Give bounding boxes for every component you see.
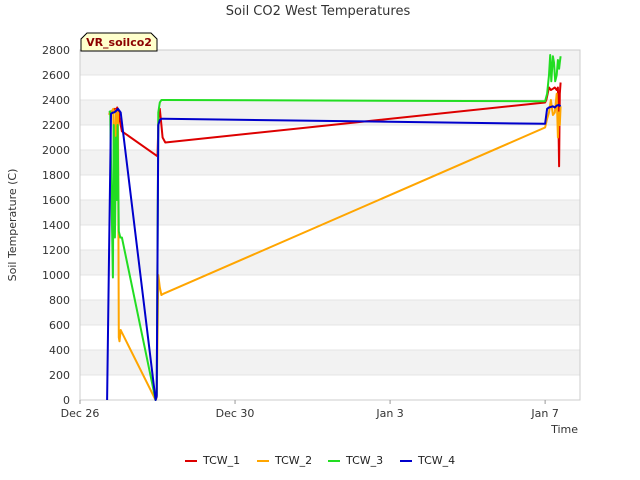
x-tick-label: Dec 26: [61, 407, 100, 420]
y-axis-label: Soil Temperature (C): [6, 169, 19, 282]
legend-label: TCW_1: [202, 454, 240, 467]
gridlines: [80, 49, 580, 401]
series-line-tcw_4: [106, 104, 562, 401]
legend-label: TCW_3: [345, 454, 383, 467]
plot-band: [80, 250, 580, 275]
site-badge-box: [80, 32, 158, 52]
y-tick-label: 200: [49, 369, 70, 382]
y-tick-label: 800: [49, 294, 70, 307]
y-tick-label: 0: [63, 394, 70, 407]
legend-item-tcw_3: TCW_3: [328, 454, 383, 467]
y-tick-label: 1200: [42, 244, 70, 257]
plot-band: [80, 150, 580, 175]
series-line-tcw_3: [108, 54, 562, 401]
y-axis-ticks: 0 200 400 600 800 1000 1200 1400 1600 1800 2000 220…: [42, 44, 70, 407]
x-tick-label: Dec 30: [216, 407, 255, 420]
x-tick-label: Jan 7: [530, 407, 558, 420]
y-tick-label: 2200: [42, 119, 70, 132]
y-tick-label: 600: [49, 319, 70, 332]
plot-band: [80, 350, 580, 375]
x-axis-ticks: Dec 26 Dec 30 Jan 3 Jan 7: [61, 400, 559, 420]
plot-band: [80, 300, 580, 325]
y-tick-label: 1800: [42, 169, 70, 182]
x-axis-label: Time: [550, 423, 578, 436]
y-tick-label: 1000: [42, 269, 70, 282]
y-tick-label: 1600: [42, 194, 70, 207]
legend-label: TCW_4: [417, 454, 455, 467]
legend-item-tcw_4: TCW_4: [400, 454, 455, 467]
y-tick-label: 400: [49, 344, 70, 357]
site-badge: VR_soilco2: [80, 32, 158, 52]
chart-title: Soil CO2 West Temperatures: [226, 4, 411, 19]
plot-bands: [80, 50, 580, 375]
x-tick-label: Jan 3: [375, 407, 403, 420]
series-lines: [106, 54, 562, 401]
site-badge-label: VR_soilco2: [86, 36, 152, 49]
legend-label: TCW_2: [274, 454, 312, 467]
y-tick-label: 2400: [42, 94, 70, 107]
y-tick-label: 1400: [42, 219, 70, 232]
legend-item-tcw_1: TCW_1: [185, 454, 240, 467]
plot-band: [80, 50, 580, 75]
y-tick-label: 2000: [42, 144, 70, 157]
y-tick-label: 2800: [42, 44, 70, 57]
legend-item-tcw_2: TCW_2: [257, 454, 312, 467]
legend: TCW_1 TCW_2 TCW_3 TCW_4: [185, 454, 455, 467]
y-tick-label: 2600: [42, 69, 70, 82]
plot-frame: [79, 49, 581, 401]
